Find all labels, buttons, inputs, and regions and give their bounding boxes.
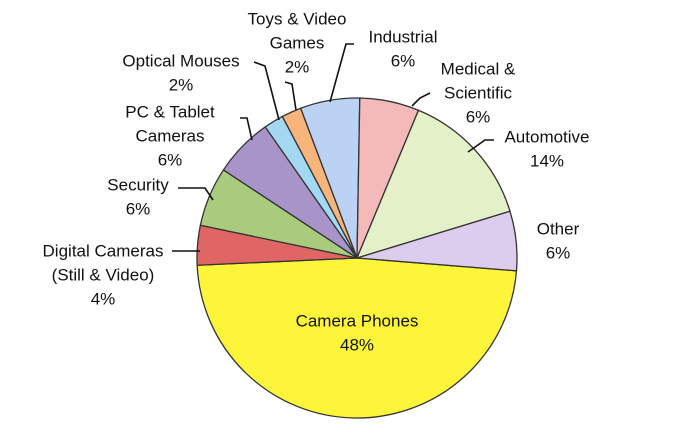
slice-label: Other: [537, 219, 580, 238]
value-label: 48%: [340, 335, 374, 354]
value-label: 2%: [285, 57, 310, 76]
slice-label: Scientific: [444, 83, 513, 102]
value-label: 6%: [546, 243, 571, 262]
slice-label: Industrial: [369, 27, 438, 46]
slice-label: Cameras: [136, 126, 205, 145]
value-label: 14%: [530, 151, 564, 170]
slice-label: PC & Tablet: [125, 102, 215, 121]
slice-label: Optical Mouses: [122, 51, 239, 70]
slice-label: Security: [107, 175, 169, 194]
pie-slice: [356, 210, 518, 272]
slice-label: Medical &: [441, 59, 516, 78]
slice-label: Automotive: [504, 127, 589, 146]
slice-label: Games: [270, 33, 325, 52]
value-label: 6%: [126, 199, 151, 218]
leader-line: [178, 187, 214, 201]
slice-label: Digital Cameras: [43, 241, 164, 260]
leader-line: [253, 61, 280, 121]
value-label: 2%: [169, 75, 194, 94]
leader-line: [411, 92, 431, 107]
pie-slice: [196, 257, 518, 419]
leader-line: [467, 139, 494, 153]
slice-label: (Still & Video): [52, 265, 155, 284]
leader-line: [284, 81, 297, 111]
value-label: 4%: [91, 289, 116, 308]
slice-label: Camera Phones: [296, 311, 419, 330]
value-label: 6%: [158, 150, 183, 169]
leader-line: [240, 117, 253, 141]
leader-line: [329, 43, 354, 103]
pie-slice: [355, 109, 511, 260]
value-label: 6%: [391, 51, 416, 70]
slice-label: Toys & Video: [248, 9, 347, 28]
value-label: 6%: [466, 107, 491, 126]
